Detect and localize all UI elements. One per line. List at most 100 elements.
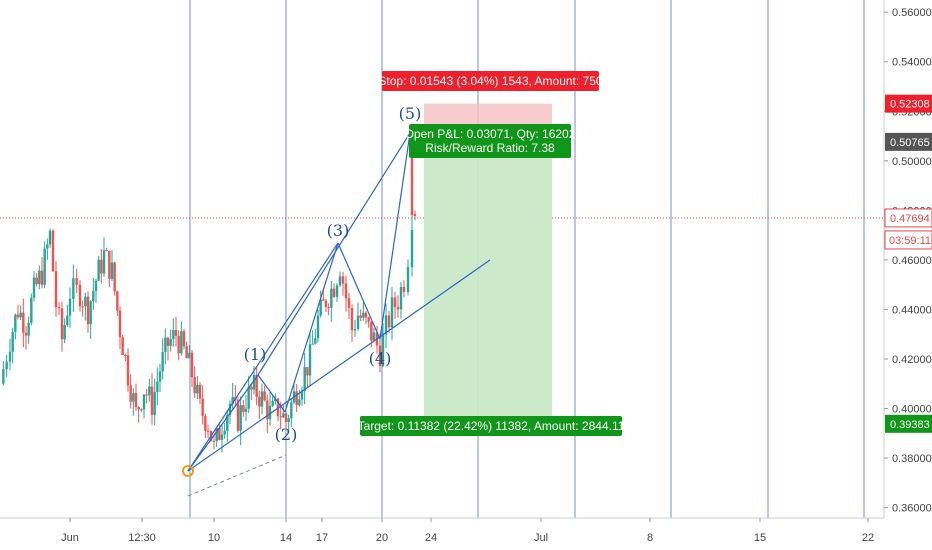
candle-body [236, 400, 240, 431]
candle-body [172, 330, 175, 340]
candle-body [215, 428, 218, 441]
price-tag-stop-text: 0.52308 [890, 99, 930, 111]
candle-body [335, 285, 339, 297]
candle-body [24, 332, 28, 336]
candle-body [223, 430, 226, 435]
candle-body [356, 315, 360, 330]
candle-body [177, 335, 180, 354]
candle-body [263, 391, 266, 401]
wave-line-3 [284, 242, 339, 413]
candle-body [362, 312, 365, 318]
candle-body [132, 393, 135, 402]
position-zones [424, 103, 552, 424]
candle-body [92, 290, 95, 302]
trend-line-lower [187, 259, 491, 472]
candle-body [180, 331, 183, 354]
pnl-callout-text-1: Risk/Reward Ratio: 7.38 [425, 141, 555, 155]
candle-body [14, 314, 17, 332]
candle-body [338, 276, 342, 286]
price-tag-stop: 0.52308 [885, 94, 932, 113]
price-tag-current-border [884, 208, 932, 228]
channel-line-upper-a [187, 242, 339, 472]
candle-body [255, 374, 258, 397]
candle-body [48, 230, 52, 245]
candle-body [410, 145, 414, 216]
price-tag-entry: 0.50765 [885, 132, 932, 151]
time-tick-label: 22 [862, 532, 874, 544]
time-tick-label: Jun [61, 532, 79, 544]
candle-body [402, 286, 406, 292]
time-tick-label: 12:30 [128, 532, 156, 544]
drawings: (1) (2) (3) (4) (5) [182, 104, 491, 497]
candle-body [78, 284, 82, 307]
stop-callout-text-0: Stop: 0.01543 (3.04%) 1543, Amount: 750 [378, 74, 602, 88]
candle-body [16, 314, 20, 318]
candle-body [113, 262, 116, 292]
candle-body [40, 270, 44, 285]
candle-body [161, 352, 164, 372]
price-tick-label: 0.56000 [892, 7, 932, 19]
candle-body [279, 416, 282, 418]
candle-body [81, 306, 84, 308]
candle-body [60, 308, 64, 340]
candle-body [86, 296, 90, 325]
pnl-callout: Open P&L: 0.03071, Qty: 16202Risk/Reward… [405, 124, 576, 158]
candle-body [347, 298, 351, 309]
candle-body [311, 343, 314, 345]
wave-label-2: (2) [275, 425, 298, 444]
candle-body [166, 337, 170, 346]
candle-body [63, 324, 66, 340]
candle-body [244, 408, 248, 412]
candle-body [148, 386, 151, 396]
candle-body [134, 393, 138, 408]
price-tag-target-bg [885, 414, 932, 433]
candle-body [198, 384, 202, 399]
candle-body [72, 278, 75, 299]
candle-body [218, 428, 221, 440]
candle-body [327, 307, 330, 309]
wave-line-4 [337, 242, 381, 340]
candle-body [193, 377, 196, 394]
price-tag-current: 0.47694 [885, 208, 932, 227]
price-tick-label: 0.38000 [892, 453, 932, 465]
candle-body [182, 331, 186, 347]
target-callout: Target: 0.11382 (22.42%) 11382, Amount: … [358, 416, 625, 436]
candle-body [126, 355, 130, 386]
candle-body [266, 400, 269, 420]
candle-body [284, 413, 288, 423]
price-tick-label: 0.46000 [892, 255, 932, 267]
candle-body [390, 297, 394, 328]
candle-body [314, 338, 317, 344]
candle-body [226, 414, 229, 431]
candle-body [164, 337, 167, 353]
candle-body [75, 278, 78, 285]
target-zone [424, 141, 552, 424]
candle-body [250, 386, 253, 390]
candle-body [124, 354, 127, 356]
price-tag-current-text: 0.47694 [890, 213, 930, 225]
time-tick-label: 14 [280, 532, 292, 544]
candle-body [242, 405, 245, 412]
candle-body [38, 270, 41, 285]
candle-body [32, 277, 36, 298]
candle-body [381, 334, 385, 366]
candle-body [341, 276, 345, 284]
candle-body [410, 230, 414, 268]
wave-line-1 [187, 374, 259, 472]
wave-label-4: (4) [369, 349, 392, 368]
stop-callout: Stop: 0.01543 (3.04%) 1543, Amount: 750 [378, 71, 603, 91]
time-tick-label: 15 [754, 532, 766, 544]
target-callout-bg [360, 416, 622, 436]
candle-body [322, 299, 325, 301]
time-tick-label: 24 [425, 532, 437, 544]
candle-body [150, 386, 154, 415]
candle-body [303, 367, 306, 392]
candle-body [174, 330, 178, 336]
candle-body [153, 392, 156, 415]
candle-body [306, 367, 309, 376]
candle-body [57, 307, 61, 309]
candle-body [30, 297, 33, 323]
candle-body [66, 315, 69, 325]
